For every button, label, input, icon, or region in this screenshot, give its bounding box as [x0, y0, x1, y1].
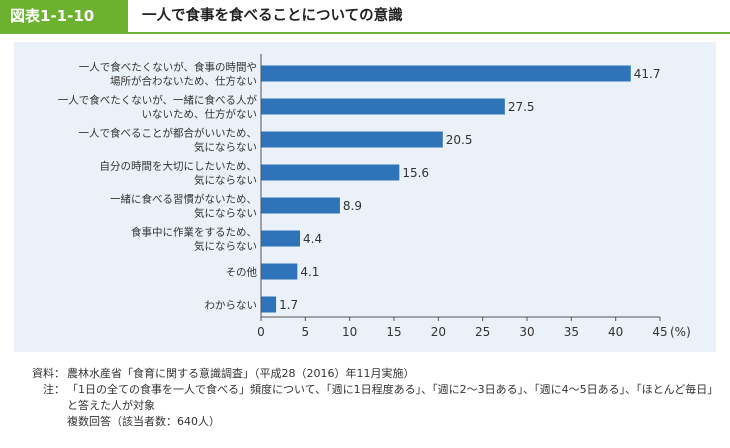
bar-value-label: 8.9 — [343, 199, 362, 213]
category-label: 一人で食べたくないが、一緒に食べる人が — [58, 94, 258, 107]
category-label: 気にならない — [194, 174, 257, 187]
x-tick-label: 35 — [564, 325, 579, 339]
category-label: 場所が合わないため、仕方ない — [110, 75, 257, 88]
category-label: 食事中に作業をするため、 — [131, 226, 257, 239]
x-tick-label: 25 — [475, 325, 490, 339]
category-label: 一人で食べることが都合がいいため、 — [79, 127, 258, 140]
bar — [261, 230, 301, 247]
x-tick-label: 0 — [257, 325, 265, 339]
bar-value-label: 41.7 — [634, 67, 661, 81]
bar-value-label: 15.6 — [402, 166, 429, 180]
figure-title: 一人で食事を食べることについての意識 — [142, 8, 403, 24]
category-label: 気にならない — [194, 207, 257, 220]
source-label: 資料： — [32, 367, 65, 380]
x-tick-label: 20 — [431, 325, 446, 339]
bar — [261, 164, 400, 181]
x-tick-label: 15 — [386, 325, 401, 339]
category-label: 一人で食べたくないが、食事の時間や — [79, 61, 257, 74]
x-axis-unit-label: (%) — [670, 325, 691, 339]
bar-value-label: 4.1 — [300, 265, 319, 279]
category-label: 自分の時間を大切にしたいため、 — [100, 160, 258, 173]
category-label: その他 — [226, 266, 258, 279]
bar — [261, 131, 443, 148]
condition-note: 注： 「1日の全ての食事を一人で食べる」頻度について、「週に1日程度ある」、「週… — [20, 382, 720, 414]
x-tick-label: 10 — [342, 325, 357, 339]
bar — [261, 197, 340, 214]
bar-value-label: 1.7 — [279, 298, 298, 312]
category-label: 一緒に食べる習慣がないため、 — [110, 193, 257, 206]
category-label: 気にならない — [194, 240, 257, 253]
bar — [261, 296, 277, 313]
multi-answer-note: 複数回答（該当者数：640人） — [67, 415, 220, 428]
bar — [261, 263, 298, 280]
source-note: 資料： 農林水産省「食育に関する意識調査」（平成28（2016）年11月実施） — [20, 366, 720, 382]
bar-value-label: 4.4 — [303, 232, 322, 246]
note-text: 「1日の全ての食事を一人で食べる」頻度について、「週に1日程度ある」、「週に2～… — [67, 383, 719, 412]
bar-value-label: 27.5 — [508, 100, 535, 114]
source-text: 農林水産省「食育に関する意識調査」（平成28（2016）年11月実施） — [67, 367, 415, 380]
x-tick-label: 40 — [608, 325, 623, 339]
category-label: わからない — [205, 300, 258, 312]
x-tick-label: 45 — [652, 325, 667, 339]
bar-value-label: 20.5 — [446, 133, 473, 147]
bar — [261, 65, 631, 82]
chart-panel: 41.7 一人で食べたくないが、食事の時間や 場所が合わないため、仕方ない 27.5 一… — [14, 42, 716, 352]
note-label: 注： — [43, 383, 65, 396]
figure-notes: 資料： 農林水産省「食育に関する意識調査」（平成28（2016）年11月実施） … — [20, 366, 720, 430]
category-label: いないため、仕方がない — [142, 108, 258, 121]
bar — [261, 98, 505, 115]
x-tick-label: 5 — [302, 325, 310, 339]
header-divider — [0, 32, 730, 34]
figure-number-badge: 図表1-1-10 — [0, 0, 128, 32]
category-label: 気にならない — [194, 141, 257, 154]
x-tick-label: 30 — [519, 325, 534, 339]
figure-header: 図表1-1-10 一人で食事を食べることについての意識 — [0, 0, 730, 34]
